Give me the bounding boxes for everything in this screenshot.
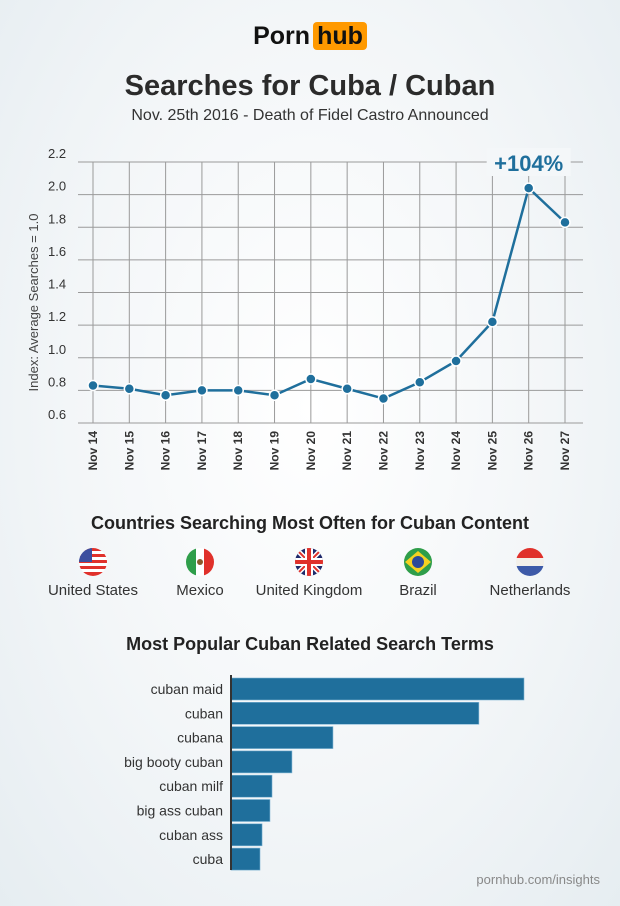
x-tick-label: Nov 19 (268, 431, 282, 471)
data-point (341, 382, 353, 395)
mexico-flag-icon (186, 548, 214, 576)
y-tick-label: 2.0 (48, 179, 66, 194)
search-terms-title: Most Popular Cuban Related Search Terms (126, 634, 494, 654)
x-tick-label: Nov 14 (86, 431, 100, 471)
y-tick-label: 1.2 (48, 309, 66, 324)
data-point (450, 355, 462, 367)
series-line (92, 185, 566, 400)
country-mexico: Mexico (130, 548, 270, 599)
data-point (414, 376, 426, 388)
pornhub-logo: Porn hub (0, 22, 620, 51)
netherlands-flag-icon (516, 548, 544, 576)
x-tick-label: Nov 25 (485, 431, 499, 471)
y-tick-label: 1.6 (48, 244, 66, 259)
bar (230, 701, 480, 725)
bar (230, 823, 263, 847)
data-point (268, 389, 281, 402)
countries-title: Countries Searching Most Often for Cuban… (90, 513, 529, 533)
data-point (87, 379, 99, 392)
bar-label: cuba (193, 851, 224, 867)
x-tick-label: Nov 16 (159, 431, 173, 471)
y-tick-label: 1.4 (48, 277, 66, 292)
bar-label: big ass cuban (137, 803, 223, 819)
bar (230, 750, 293, 774)
bar (230, 847, 261, 871)
data-point (196, 384, 208, 397)
page-title: Searches for Cuba / Cuban (124, 70, 496, 102)
bar-label: cuban milf (159, 778, 223, 794)
data-point (159, 389, 172, 402)
x-tick-label: Nov 15 (122, 431, 136, 471)
bar (230, 677, 525, 701)
y-tick-label: 1.0 (48, 342, 66, 357)
bar-label: cuban ass (159, 827, 223, 843)
x-tick-label: Nov 23 (413, 431, 427, 471)
data-point (377, 392, 390, 405)
x-tick-label: Nov 22 (376, 431, 390, 471)
bar-label: cuban (185, 705, 223, 721)
country-united-kingdom: United Kingdom (239, 548, 379, 599)
data-point (522, 182, 535, 194)
bar (230, 799, 271, 822)
data-point (305, 373, 317, 385)
x-tick-label: Nov 27 (558, 431, 572, 471)
footer-link[interactable]: pornhub.com/insights (476, 872, 600, 887)
bar (230, 774, 273, 798)
x-tick-label: Nov 24 (449, 431, 463, 471)
uk-flag-icon (295, 548, 323, 576)
country-united-states: United States (23, 548, 163, 599)
bar-label: big booty cuban (124, 754, 223, 770)
country-netherlands: Netherlands (460, 548, 600, 599)
y-tick-label: 0.8 (48, 374, 66, 389)
data-point (232, 384, 244, 397)
bar (230, 726, 334, 749)
x-tick-label: Nov 20 (304, 431, 318, 471)
data-point (123, 382, 136, 395)
data-point (559, 216, 571, 229)
x-tick-label: Nov 18 (231, 431, 245, 471)
line-chart: 0.6 0.8 1.0 1.2 1.4 1.6 1.8 2.0 2.2 Nov 14 Nov 15 N… (26, 146, 583, 471)
country-brazil: Brazil (348, 548, 488, 599)
x-tick-label: Nov 26 (522, 431, 536, 471)
y-tick-label: 0.6 (48, 407, 66, 422)
annotation-bg (486, 148, 571, 176)
x-tick-label: Nov 21 (340, 431, 354, 471)
us-flag-icon (79, 548, 107, 576)
annotation-label: +104% (494, 151, 563, 176)
bar-chart: cuban maid cuban cubana big booty cuban cuba… (124, 675, 525, 871)
x-tick-label: Nov 17 (195, 431, 209, 471)
data-point (486, 316, 499, 328)
page-subtitle: Nov. 25th 2016 - Death of Fidel Castro A… (131, 107, 489, 124)
bar-label: cuban maid (151, 681, 223, 697)
y-tick-label: 2.2 (48, 146, 66, 161)
brazil-flag-icon (404, 548, 432, 576)
bar-label: cubana (177, 730, 223, 746)
y-tick-label: 1.8 (48, 211, 66, 226)
y-axis-label: Index: Average Searches = 1.0 (26, 214, 41, 392)
